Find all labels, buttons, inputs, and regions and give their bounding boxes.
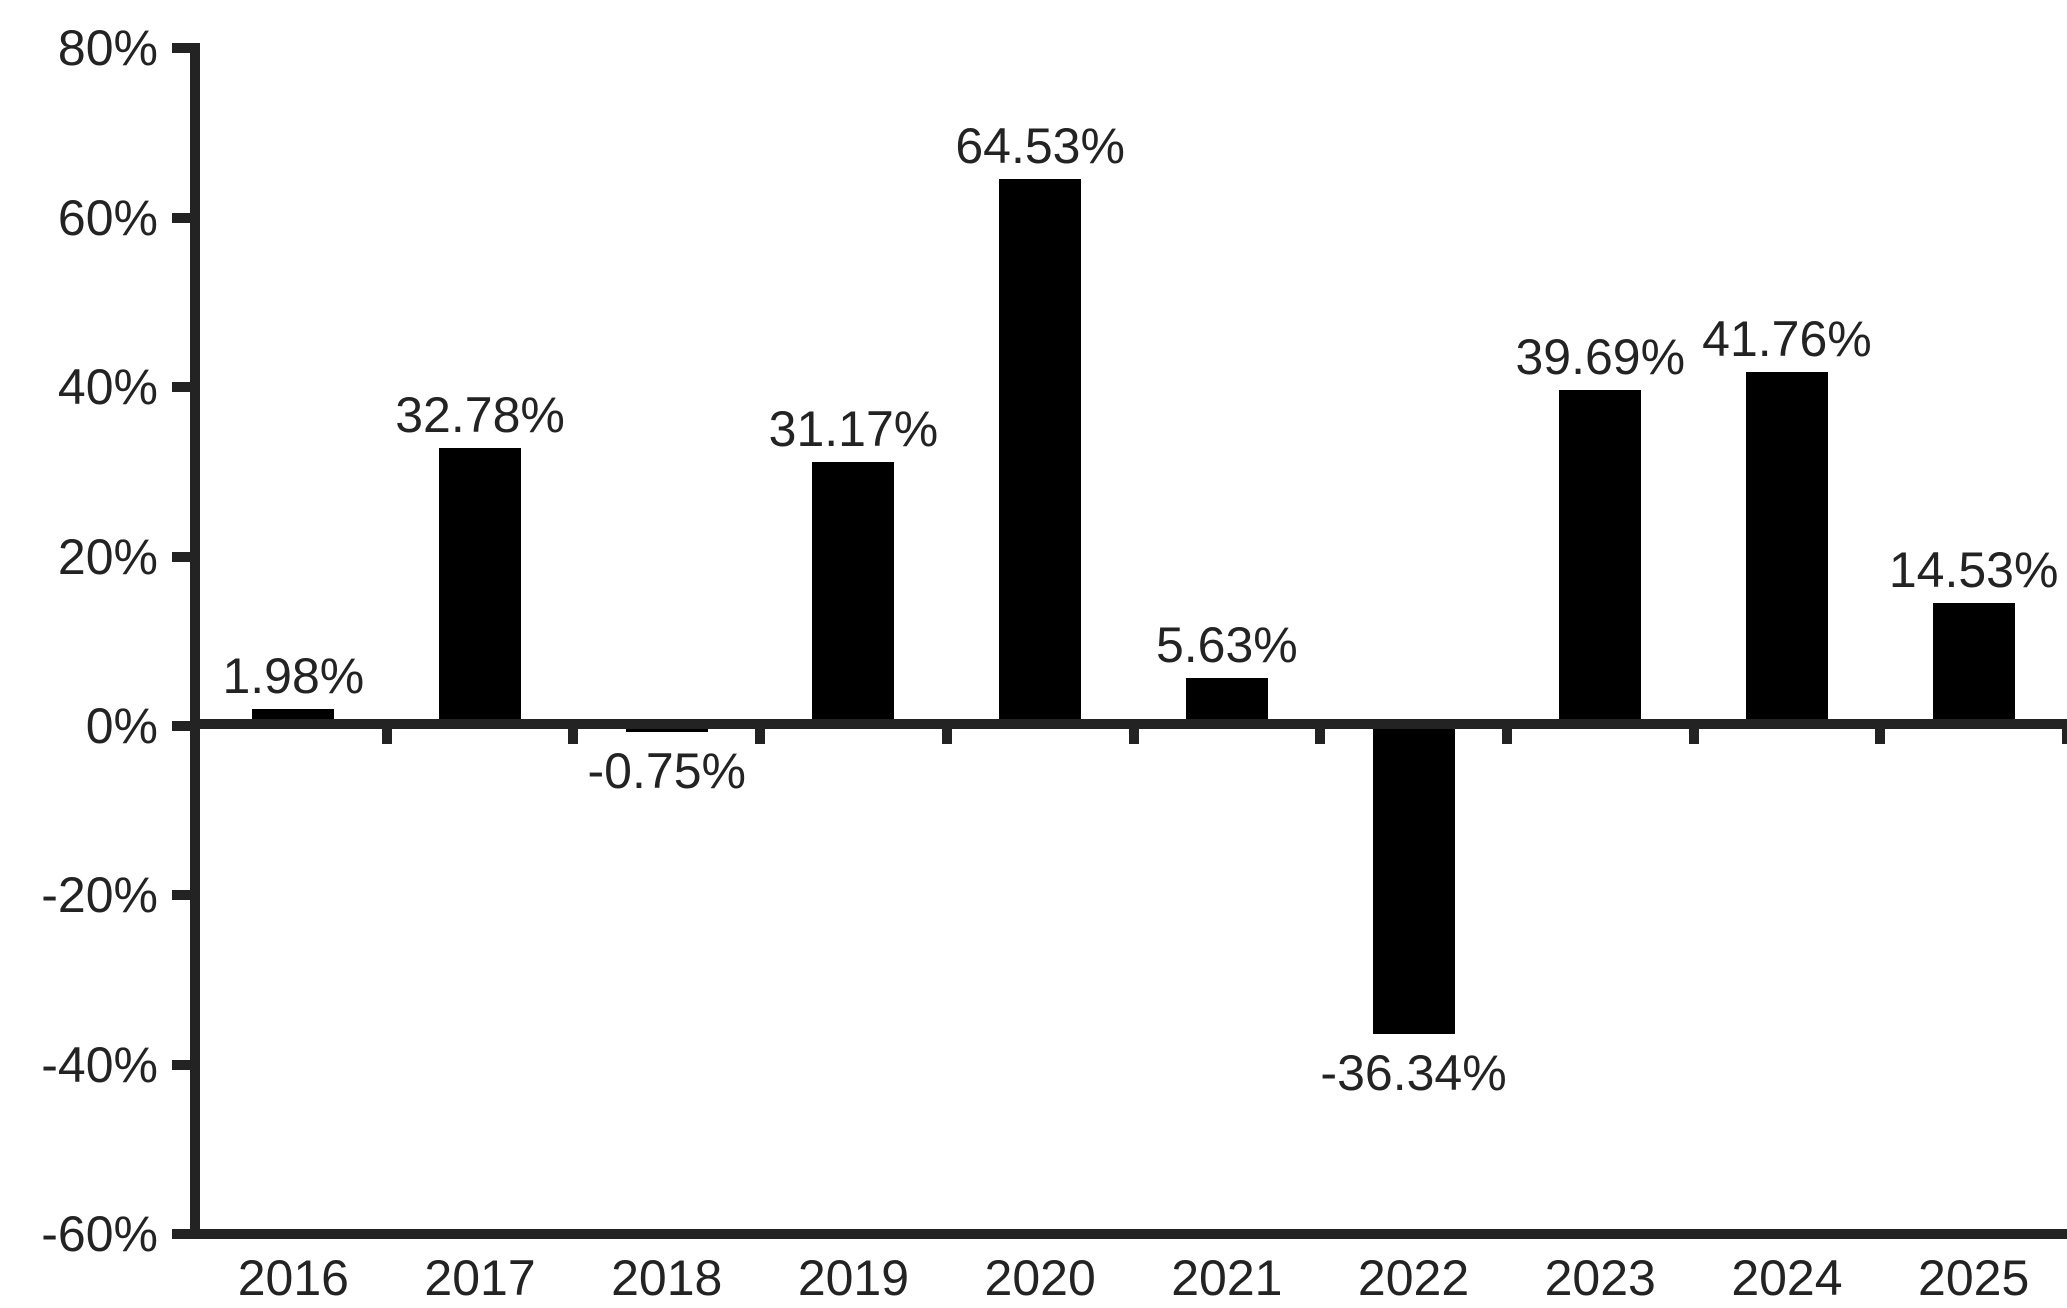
y-tick-label: -40% xyxy=(41,1036,158,1093)
bar-value-label: 32.78% xyxy=(395,387,565,444)
y-tick xyxy=(172,43,200,54)
zero-line xyxy=(190,719,2067,729)
x-axis-label: 2025 xyxy=(1918,1250,2030,1306)
bar-value-label: 1.98% xyxy=(222,648,365,705)
bar-value-label: 39.69% xyxy=(1515,328,1686,385)
x-tick xyxy=(2062,729,2067,744)
y-tick xyxy=(172,721,200,731)
bar-2025 xyxy=(1932,602,2015,726)
x-tick xyxy=(1875,729,1886,744)
y-tick-label: -60% xyxy=(41,1206,158,1263)
bar-2018 xyxy=(625,726,708,733)
x-axis-label: 2016 xyxy=(237,1250,349,1306)
y-tick-label: 0% xyxy=(85,698,158,754)
x-axis-label: 2017 xyxy=(424,1250,536,1306)
x-tick xyxy=(1128,729,1139,744)
bar-value-label: -0.75% xyxy=(587,743,746,800)
y-tick-label: 20% xyxy=(57,528,158,585)
bar-2024 xyxy=(1745,372,1828,726)
y-axis-line xyxy=(190,44,200,1239)
x-tick xyxy=(1501,729,1512,744)
y-tick-label: -20% xyxy=(41,867,158,924)
bar-value-label: 5.63% xyxy=(1155,617,1298,674)
x-axis-label: 2023 xyxy=(1544,1250,1656,1306)
bar-value-label: 14.53% xyxy=(1888,541,2059,598)
bar-2019 xyxy=(812,461,895,726)
y-tick xyxy=(172,382,200,393)
x-tick xyxy=(941,729,952,744)
bar-2020 xyxy=(999,179,1082,726)
bar-value-label: -36.34% xyxy=(1320,1044,1507,1101)
x-axis-label: 2020 xyxy=(984,1250,1096,1306)
y-tick xyxy=(172,890,200,901)
bar-2022 xyxy=(1372,726,1455,1034)
x-axis-line xyxy=(190,1229,2067,1239)
bar-value-label: 64.53% xyxy=(955,118,1125,175)
x-tick xyxy=(568,729,579,744)
y-tick xyxy=(172,1059,200,1070)
bar-2017 xyxy=(439,448,522,726)
x-axis-label: 2019 xyxy=(797,1250,910,1306)
y-tick-label: 60% xyxy=(57,189,158,246)
y-tick xyxy=(172,212,200,223)
x-tick xyxy=(1315,729,1326,744)
y-tick xyxy=(172,1229,200,1240)
x-axis-label: 2022 xyxy=(1357,1250,1470,1306)
y-tick xyxy=(172,551,200,562)
x-tick xyxy=(755,729,766,744)
x-axis-label: 2018 xyxy=(611,1250,723,1306)
x-axis-label: 2024 xyxy=(1731,1250,1843,1306)
y-tick-label: 80% xyxy=(57,20,158,77)
bar-2023 xyxy=(1559,389,1642,726)
bar-2021 xyxy=(1185,678,1268,726)
x-tick xyxy=(1688,729,1699,744)
bar-value-label: 41.76% xyxy=(1702,311,1872,368)
x-tick xyxy=(381,729,392,744)
x-axis-label: 2021 xyxy=(1171,1250,1283,1306)
y-tick-label: 40% xyxy=(57,359,158,416)
bar-value-label: 31.17% xyxy=(768,400,939,457)
